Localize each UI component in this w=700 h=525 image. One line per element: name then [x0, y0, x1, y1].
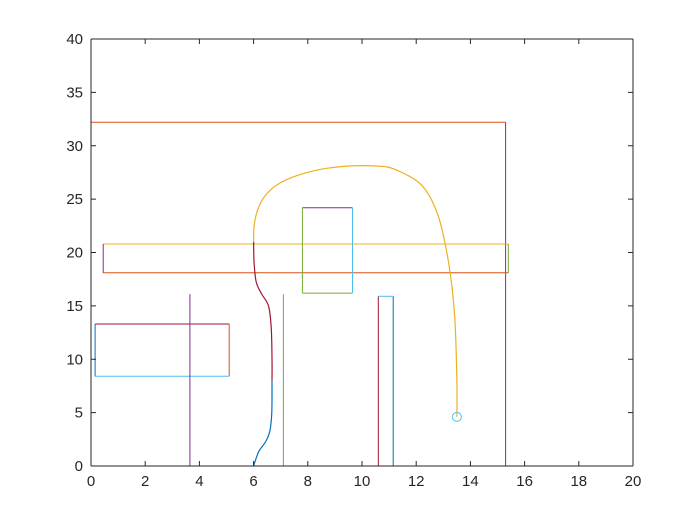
x-tick-label-0: 0 — [87, 473, 95, 490]
y-tick-label-6: 30 — [66, 138, 83, 155]
trajectory-1 — [253, 241, 273, 381]
x-tick-label-4: 8 — [304, 473, 312, 490]
x-tick-label-5: 10 — [354, 473, 371, 490]
y-tick-label-5: 25 — [66, 191, 83, 208]
x-tick-label-2: 4 — [195, 473, 203, 490]
y-tick-label-4: 20 — [66, 245, 83, 262]
trajectory-0 — [253, 165, 458, 417]
y-tick-label-8: 40 — [66, 31, 83, 48]
x-tick-label-10: 20 — [625, 473, 642, 490]
x-tick-label-7: 14 — [462, 473, 479, 490]
y-tick-label-7: 35 — [66, 84, 83, 101]
trajectory-2 — [253, 380, 273, 467]
x-tick-label-6: 12 — [408, 473, 425, 490]
y-tick-label-1: 5 — [75, 405, 83, 422]
x-tick-label-3: 6 — [249, 473, 257, 490]
y-tick-label-3: 15 — [66, 298, 83, 315]
y-tick-label-2: 10 — [66, 351, 83, 368]
y-tick-label-0: 0 — [75, 458, 83, 475]
x-tick-label-8: 16 — [516, 473, 533, 490]
x-tick-label-1: 2 — [141, 473, 149, 490]
marker-0 — [451, 411, 462, 422]
x-tick-label-9: 18 — [570, 473, 587, 490]
